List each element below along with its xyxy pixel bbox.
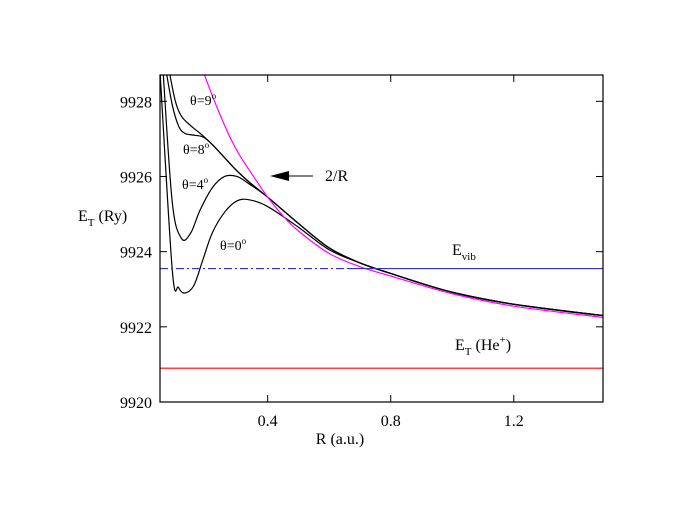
y-tick-label: 9926 [120,169,152,186]
curves-group [160,75,603,369]
series-line-3 [169,75,603,317]
arrow-2r-head [270,171,289,181]
label-theta-9: θ=9o [190,91,217,109]
x-tick-label: 0.8 [381,413,401,430]
y-tick-label: 9920 [120,395,152,412]
x-axis-label: R (a.u.) [316,431,364,448]
label-e-vib: Evib [452,242,476,263]
x-tick-label: 1.2 [504,413,524,430]
label-theta-4: θ=4o [182,175,209,193]
label-theta-8: θ=8o [183,140,210,158]
y-axis-label-unit: (Ry) [99,208,128,225]
y-tick-label: 9924 [120,245,152,262]
y-axis-label: ET (Ry) [78,208,127,229]
series-line-0 [160,75,603,317]
ticks-group: 0.4 0.8 1.2 9920 9922 9924 9926 9928 [120,75,603,430]
y-tick-label: 9922 [120,320,152,337]
label-e-t-he: ET (He+) [455,334,511,358]
label-2-over-r: 2/R [325,168,348,185]
y-axis-label-sub: T [88,217,95,229]
plot-frame [159,74,604,403]
label-theta-0: θ=0o [220,236,247,254]
x-tick-label: 0.4 [258,413,278,430]
series-line-4 [203,75,603,319]
y-axis-label-main: E [78,208,88,225]
y-tick-label: 9928 [120,94,152,111]
series-line-2 [166,75,603,317]
series-line-1 [162,75,603,317]
